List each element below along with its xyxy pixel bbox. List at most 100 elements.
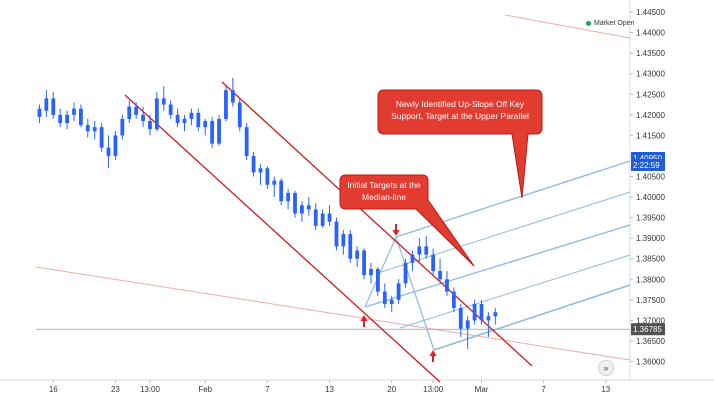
candle-body	[244, 127, 249, 156]
callout-upslope-line1: Newly Identified Up-Slope Off Key	[396, 99, 525, 109]
callout-median-bubble	[339, 174, 475, 267]
x-tick-label: 13:00	[423, 385, 444, 394]
candle-body	[154, 98, 159, 130]
candle-body	[99, 127, 104, 148]
candle-body	[189, 112, 194, 119]
x-tick-label: 13	[325, 385, 334, 394]
scroll-to-realtime-button[interactable]: »	[598, 360, 614, 376]
candle-body	[458, 308, 463, 329]
candle-body	[210, 121, 215, 144]
callout-median-line2: Median-line	[362, 192, 406, 202]
candle-body	[168, 104, 173, 115]
down-arrow-icon	[392, 224, 400, 236]
faint-trendline-lower	[35, 266, 631, 361]
candle-body	[51, 98, 56, 115]
candle-body	[348, 234, 353, 259]
candle-body	[286, 192, 291, 202]
y-tick-label: 1.44500	[636, 8, 665, 17]
candle-body	[120, 118, 125, 136]
y-tick-label: 1.40000	[636, 193, 665, 202]
fork-handle-b	[395, 236, 435, 351]
y-tick-label: 1.36000	[636, 358, 665, 367]
market-status: Market Open	[586, 20, 634, 27]
candle-body	[341, 234, 346, 247]
fork-line-0	[395, 160, 631, 238]
candle-body	[369, 269, 373, 276]
candle-body	[78, 108, 83, 126]
candle-body	[293, 192, 297, 214]
candlesticks	[37, 77, 498, 350]
x-tick-label: 20	[387, 385, 396, 394]
faint-trendlines	[35, 14, 631, 361]
candle-body	[265, 168, 270, 185]
candle-body	[258, 168, 263, 173]
callout-median-line1: Initial Targets at the	[347, 180, 421, 190]
y-tick-label: 1.44000	[636, 29, 665, 38]
candle-body	[382, 291, 387, 304]
pivot-arrows	[360, 224, 437, 362]
candle-body	[375, 269, 380, 292]
candle-body	[230, 90, 235, 103]
y-tick-label: 1.41500	[636, 131, 665, 140]
candle-body	[479, 303, 484, 321]
callout-median: Initial Targets at the Median-line	[339, 174, 475, 267]
candle-body	[362, 250, 366, 276]
x-tick-label: Feb	[198, 385, 212, 394]
candle-body	[196, 112, 201, 128]
fork-line-2	[364, 224, 631, 308]
y-tick-label: 1.42500	[636, 90, 665, 99]
candle-body	[113, 135, 118, 156]
price-label-box	[631, 323, 665, 336]
candle-body	[424, 246, 429, 255]
callout-upslope: Newly Identified Up-Slope Off Key Suppor…	[377, 89, 543, 199]
arrow-shaft	[363, 320, 365, 327]
fork-line-3	[399, 254, 631, 329]
arrow-head	[429, 350, 437, 356]
arrow-shaft	[432, 355, 434, 362]
arrow-head	[392, 230, 400, 236]
candle-body	[106, 147, 111, 156]
up-arrow-icon	[429, 350, 437, 362]
x-tick-label: 7	[265, 385, 270, 394]
candle-body	[410, 254, 415, 263]
arrow-head	[360, 315, 368, 321]
fork-line-4	[433, 284, 631, 351]
fork-handle-a	[364, 236, 397, 308]
y-tick-label: 1.37000	[636, 316, 665, 325]
candle-body	[417, 246, 422, 255]
candle-body	[251, 155, 256, 173]
y-tick-label: 1.36500	[636, 337, 665, 346]
price-label-text: 1.36785	[633, 325, 662, 334]
candle-body	[445, 279, 449, 292]
candle-body	[72, 108, 76, 115]
candle-body	[127, 106, 132, 119]
candle-body	[300, 205, 304, 214]
candle-body	[161, 98, 166, 105]
candle-body	[493, 312, 498, 317]
y-tick-label: 1.38500	[636, 255, 665, 264]
y-tick-label: 1.43500	[636, 49, 665, 58]
candle-body	[272, 180, 277, 185]
candle-body	[431, 254, 436, 272]
x-tick-label: 13	[601, 385, 610, 394]
channel-lower-line	[124, 94, 441, 383]
time-axis[interactable]: 16 23 13:00 Feb 7 13 20 13:00 Mar 7 13	[49, 380, 611, 394]
price-label-text: 2:22:59	[633, 161, 660, 170]
y-tick-label: 1.40500	[636, 173, 665, 182]
candle-body	[465, 320, 470, 329]
price-axis[interactable]: 1.44500 1.44000 1.43500 1.43000 1.42500 1.420…	[630, 8, 665, 367]
candle-body	[451, 291, 456, 309]
up-arrow-icon	[360, 315, 368, 327]
candle-body	[217, 118, 221, 144]
candle-body	[203, 121, 208, 128]
candle-body	[438, 271, 442, 280]
y-tick-label: 1.39500	[636, 214, 665, 223]
candle-body	[396, 283, 401, 300]
candle-body	[44, 98, 49, 111]
candle-body	[37, 108, 42, 117]
fork-line-1	[380, 191, 631, 273]
candle-body	[279, 180, 284, 202]
candle-body	[141, 114, 145, 121]
